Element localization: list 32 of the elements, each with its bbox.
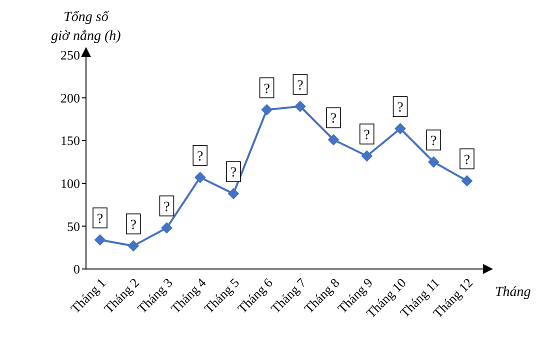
y-tick-label: 0 [74, 262, 80, 277]
point [428, 156, 440, 168]
data-label: ? [196, 149, 204, 164]
data-label: ? [130, 218, 136, 233]
point [228, 188, 239, 200]
point [161, 222, 172, 234]
point [394, 123, 406, 134]
point [328, 134, 340, 146]
y-tick-label: 250 [60, 48, 80, 63]
data-label: ? [264, 82, 270, 97]
y-axis-title: Tổng số giờ nắng (h) [50, 9, 122, 46]
y-tick-label: 200 [60, 90, 80, 106]
y-tick-label: 150 [60, 133, 80, 148]
data-label: ? [397, 100, 404, 116]
point [361, 150, 372, 162]
x-axis-title: Tháng [495, 285, 531, 301]
data-label: ? [330, 112, 337, 127]
data-label: ? [364, 128, 370, 144]
point [261, 104, 272, 116]
data-label: ? [96, 212, 104, 227]
y-tick-label: 100 [60, 176, 80, 192]
point [194, 172, 206, 183]
y-tick-label: 50 [67, 218, 80, 234]
data-label: ? [164, 200, 170, 215]
point [94, 234, 106, 246]
data-label: ? [297, 78, 304, 94]
data-label: ? [464, 152, 470, 168]
data-label: ? [230, 166, 237, 181]
data-label: ? [430, 134, 437, 149]
point [294, 100, 306, 112]
point [461, 175, 472, 186]
point [128, 240, 139, 252]
